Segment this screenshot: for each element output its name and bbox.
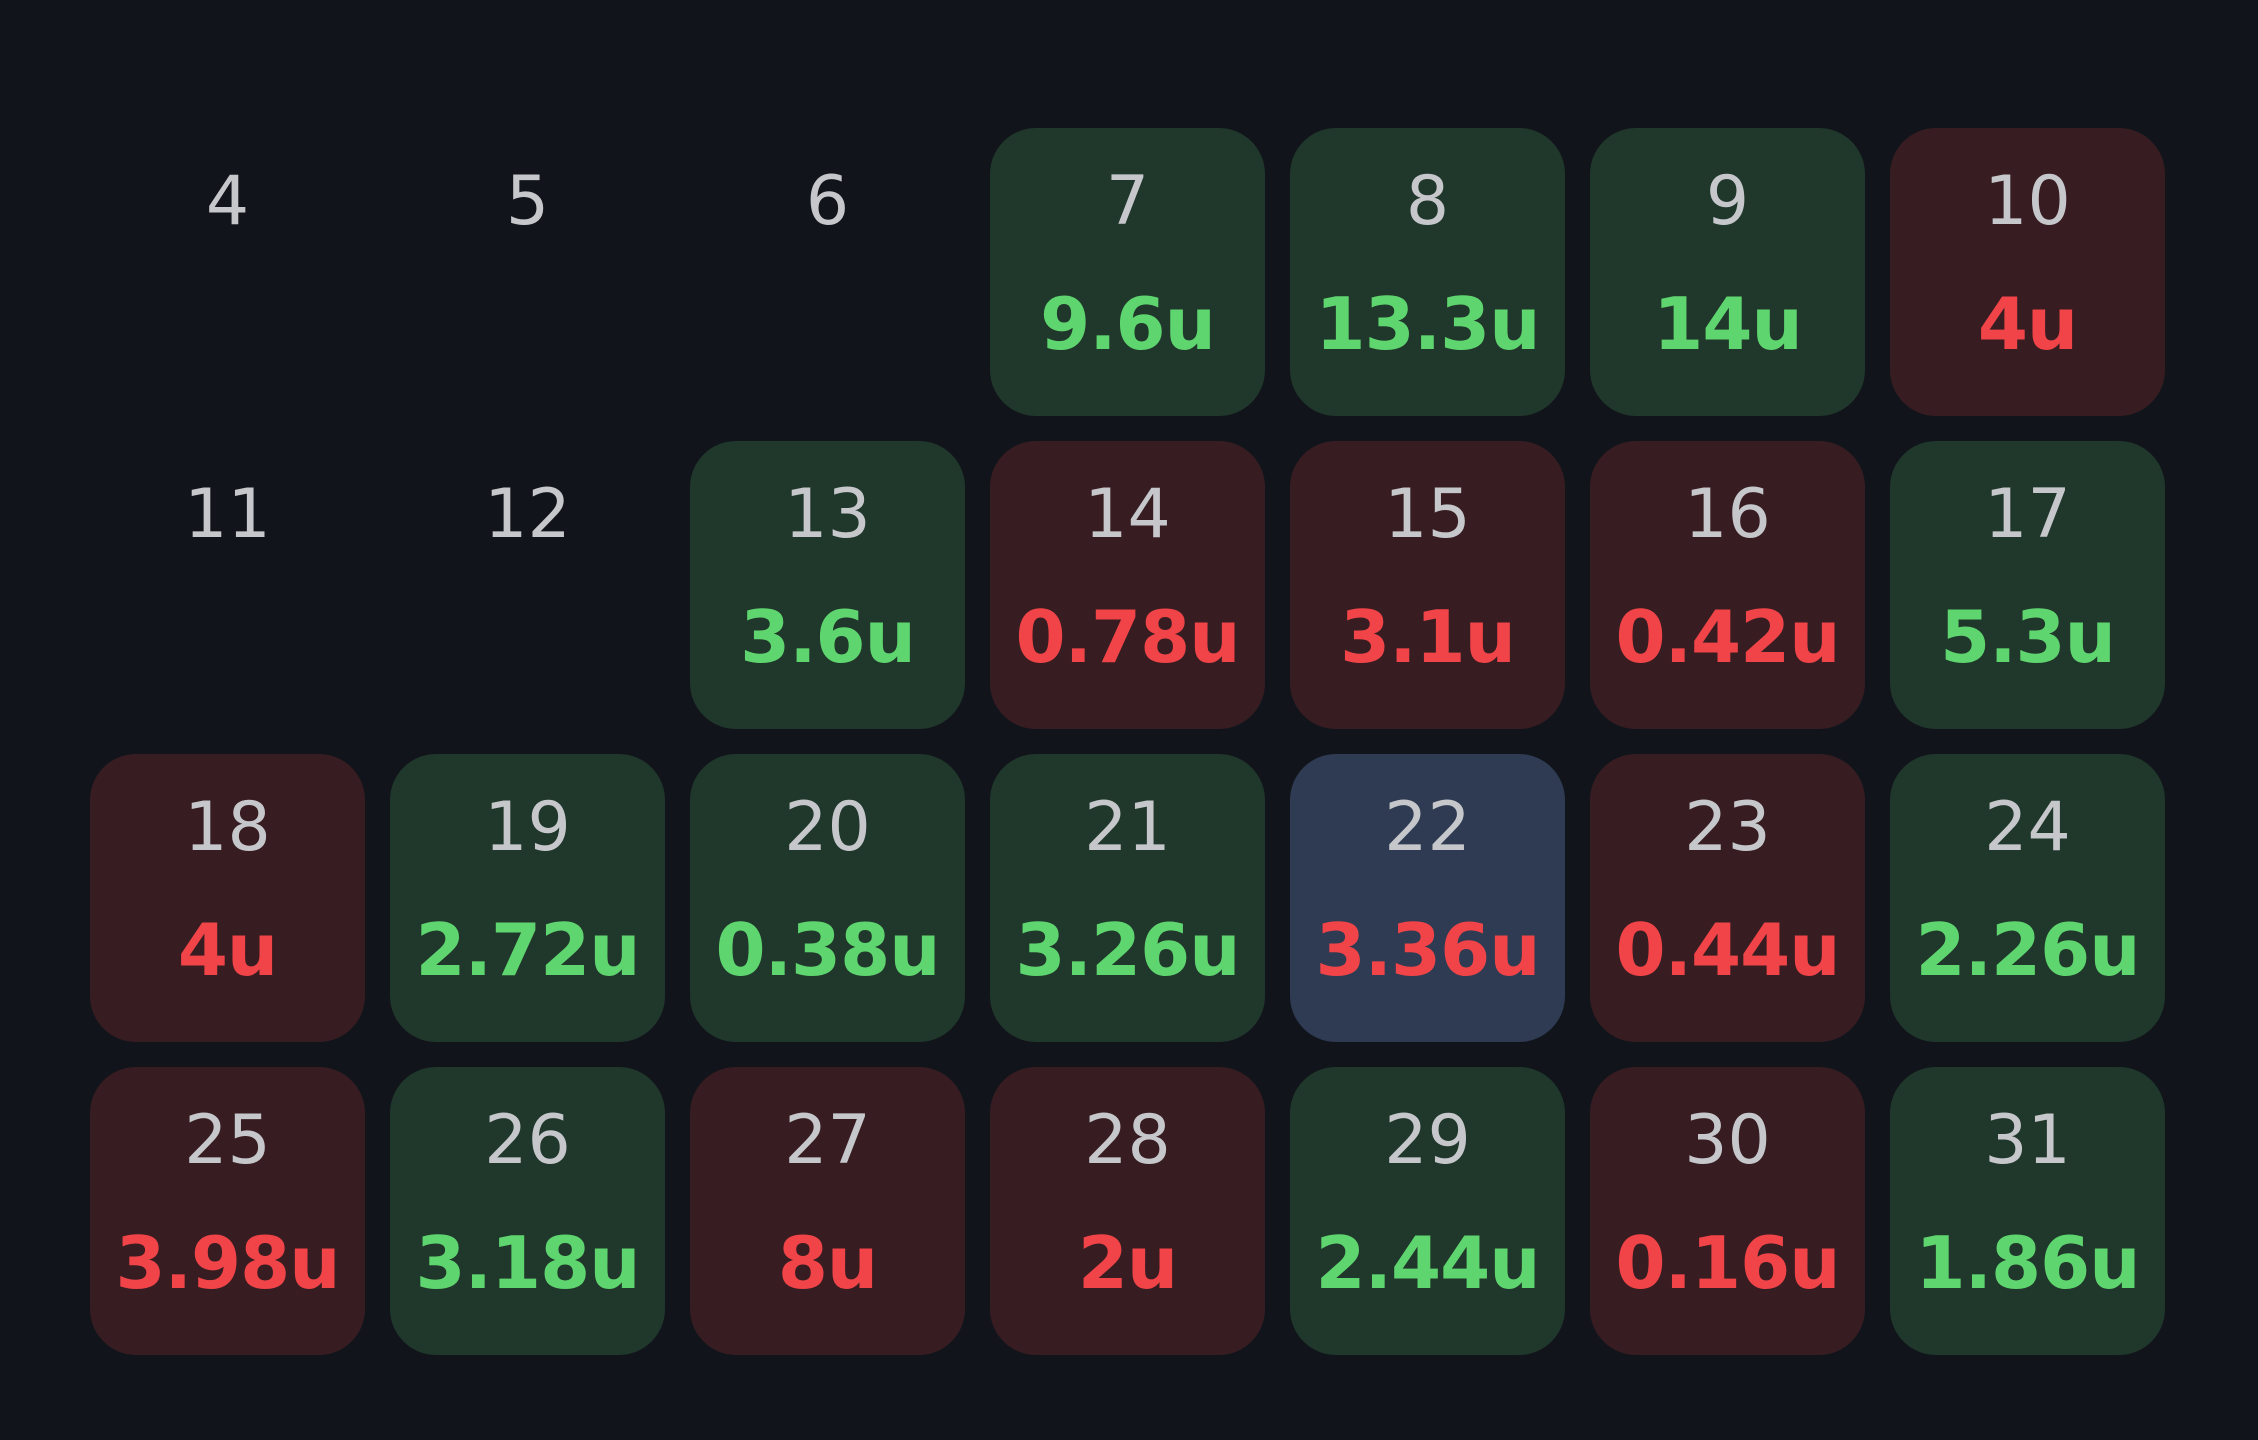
day-number: 8: [1405, 162, 1450, 241]
day-units-value: 4u: [177, 908, 278, 992]
calendar-day-cell[interactable]: 10 4u: [1890, 128, 2165, 416]
day-units-value: 3.6u: [740, 595, 916, 679]
calendar-day-cell[interactable]: 31 1.86u: [1890, 1067, 2165, 1355]
calendar-day-cell[interactable]: 28 2u: [990, 1067, 1265, 1355]
day-units-value: 0.78u: [1015, 595, 1241, 679]
calendar-day-cell[interactable]: 14 0.78u: [990, 441, 1265, 729]
day-number: 5: [505, 162, 550, 241]
day-number: 6: [805, 162, 850, 241]
day-units-value: 14u: [1653, 282, 1802, 366]
day-units-value: 8u: [777, 1221, 878, 1305]
day-number: 21: [1084, 788, 1171, 867]
day-units-value: 2.44u: [1315, 1221, 1541, 1305]
day-number: 11: [184, 475, 271, 554]
calendar-day-cell[interactable]: 27 8u: [690, 1067, 965, 1355]
calendar-day-cell[interactable]: 25 3.98u: [90, 1067, 365, 1355]
day-number: 30: [1684, 1101, 1771, 1180]
day-units-value: 9.6u: [1040, 282, 1216, 366]
calendar-day-cell[interactable]: 20 0.38u: [690, 754, 965, 1042]
calendar-day-cell[interactable]: 15 3.1u: [1290, 441, 1565, 729]
day-number: 23: [1684, 788, 1771, 867]
day-number: 10: [1984, 162, 2071, 241]
day-number: 27: [784, 1101, 871, 1180]
calendar-day-cell[interactable]: 26 3.18u: [390, 1067, 665, 1355]
day-units-value: 0.38u: [715, 908, 941, 992]
day-number: 12: [484, 475, 571, 554]
day-number: 17: [1984, 475, 2071, 554]
calendar-day-cell[interactable]: 24 2.26u: [1890, 754, 2165, 1042]
calendar-day-cell-today[interactable]: 22 3.36u: [1290, 754, 1565, 1042]
calendar-grid: 4 5 6 7 9.6u 8 13.3u 9 14u 10 4u 11 12 13 3.6u 14 0.78u 1…: [90, 128, 2165, 1355]
day-number: 22: [1384, 788, 1471, 867]
calendar-day-cell[interactable]: 6: [690, 128, 965, 416]
calendar-day-cell[interactable]: 13 3.6u: [690, 441, 965, 729]
day-units-value: 0.44u: [1615, 908, 1841, 992]
day-units-value: 0.42u: [1615, 595, 1841, 679]
day-units-value: 3.36u: [1315, 908, 1541, 992]
day-number: 7: [1105, 162, 1150, 241]
day-number: 26: [484, 1101, 571, 1180]
day-number: 9: [1705, 162, 1750, 241]
day-number: 15: [1384, 475, 1471, 554]
day-number: 4: [205, 162, 250, 241]
calendar-day-cell[interactable]: 17 5.3u: [1890, 441, 2165, 729]
day-units-value: 3.1u: [1340, 595, 1516, 679]
day-number: 28: [1084, 1101, 1171, 1180]
calendar-day-cell[interactable]: 11: [90, 441, 365, 729]
day-units-value: 0.16u: [1615, 1221, 1841, 1305]
day-number: 29: [1384, 1101, 1471, 1180]
day-units-value: 1.86u: [1915, 1221, 2141, 1305]
calendar-day-cell[interactable]: 9 14u: [1590, 128, 1865, 416]
calendar-day-cell[interactable]: 12: [390, 441, 665, 729]
calendar-day-cell[interactable]: 18 4u: [90, 754, 365, 1042]
calendar-day-cell[interactable]: 21 3.26u: [990, 754, 1265, 1042]
day-number: 18: [184, 788, 271, 867]
day-units-value: 2.72u: [415, 908, 641, 992]
day-number: 24: [1984, 788, 2071, 867]
day-units-value: 3.26u: [1015, 908, 1241, 992]
calendar-day-cell[interactable]: 7 9.6u: [990, 128, 1265, 416]
calendar-day-cell[interactable]: 30 0.16u: [1590, 1067, 1865, 1355]
day-units-value: 4u: [1977, 282, 2078, 366]
day-units-value: 3.98u: [115, 1221, 341, 1305]
day-units-value: 3.18u: [415, 1221, 641, 1305]
day-number: 14: [1084, 475, 1171, 554]
calendar-day-cell[interactable]: 8 13.3u: [1290, 128, 1565, 416]
calendar-day-cell[interactable]: 19 2.72u: [390, 754, 665, 1042]
day-units-value: 2.26u: [1915, 908, 2141, 992]
day-number: 31: [1984, 1101, 2071, 1180]
day-units-value: 13.3u: [1315, 282, 1541, 366]
calendar-day-cell[interactable]: 5: [390, 128, 665, 416]
day-units-value: 2u: [1077, 1221, 1178, 1305]
calendar-day-cell[interactable]: 4: [90, 128, 365, 416]
calendar-day-cell[interactable]: 23 0.44u: [1590, 754, 1865, 1042]
day-number: 20: [784, 788, 871, 867]
day-number: 16: [1684, 475, 1771, 554]
calendar-day-cell[interactable]: 29 2.44u: [1290, 1067, 1565, 1355]
calendar-day-cell[interactable]: 16 0.42u: [1590, 441, 1865, 729]
day-units-value: 5.3u: [1940, 595, 2116, 679]
day-number: 13: [784, 475, 871, 554]
day-number: 19: [484, 788, 571, 867]
day-number: 25: [184, 1101, 271, 1180]
